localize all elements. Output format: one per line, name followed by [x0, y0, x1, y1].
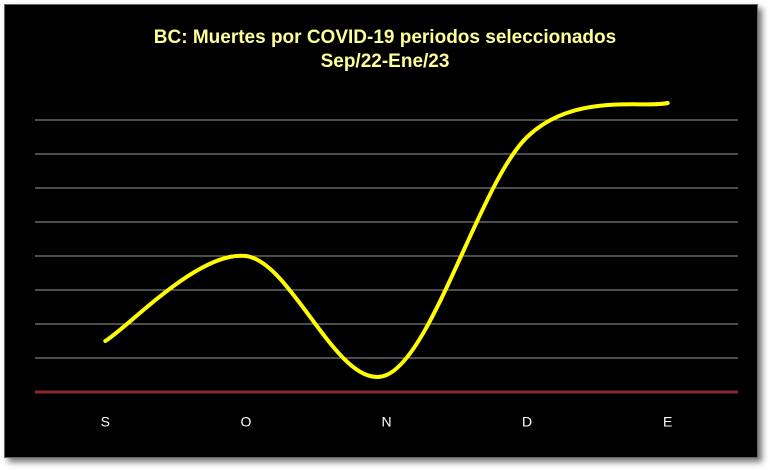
x-tick-label: E — [663, 414, 672, 430]
x-tick-label: D — [522, 414, 532, 430]
chart-title: BC: Muertes por COVID-19 periodos selecc… — [154, 27, 616, 48]
x-tick-label: O — [240, 414, 251, 430]
x-tick-label: S — [101, 414, 110, 430]
chart-subtitle: Sep/22-Ene/23 — [321, 51, 450, 72]
chart-frame — [4, 4, 758, 458]
line-series — [103, 101, 670, 379]
x-tick-label: N — [381, 414, 391, 430]
